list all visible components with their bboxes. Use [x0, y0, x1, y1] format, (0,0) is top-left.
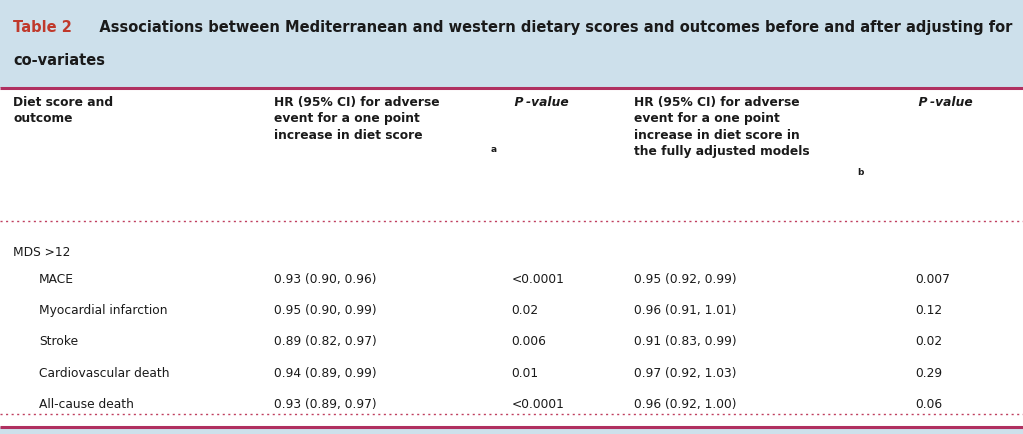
Text: 0.95 (0.92, 0.99): 0.95 (0.92, 0.99) — [634, 272, 737, 285]
Text: P -value: P -value — [512, 95, 568, 108]
Text: 0.94 (0.89, 0.99): 0.94 (0.89, 0.99) — [274, 366, 376, 379]
Text: P -value: P -value — [916, 95, 972, 108]
Text: 0.29: 0.29 — [916, 366, 943, 379]
Text: 0.95 (0.90, 0.99): 0.95 (0.90, 0.99) — [274, 303, 376, 316]
Text: HR (95% CI) for adverse
event for a one point
increase in diet score: HR (95% CI) for adverse event for a one … — [274, 95, 440, 141]
Text: Table 2: Table 2 — [13, 20, 73, 34]
Text: 0.01: 0.01 — [512, 366, 539, 379]
Text: 0.93 (0.89, 0.97): 0.93 (0.89, 0.97) — [274, 397, 376, 410]
Text: 0.97 (0.92, 1.03): 0.97 (0.92, 1.03) — [634, 366, 737, 379]
Text: 0.12: 0.12 — [916, 303, 943, 316]
Bar — [0, 89, 1023, 427]
Text: 0.96 (0.92, 1.00): 0.96 (0.92, 1.00) — [634, 397, 737, 410]
Text: 0.006: 0.006 — [512, 335, 546, 348]
Text: MACE: MACE — [39, 272, 74, 285]
Text: b: b — [857, 168, 863, 177]
Text: a: a — [491, 145, 497, 154]
Text: co-variates: co-variates — [13, 53, 105, 68]
Text: 0.96 (0.91, 1.01): 0.96 (0.91, 1.01) — [634, 303, 737, 316]
Text: <0.0001: <0.0001 — [512, 272, 565, 285]
Text: 0.91 (0.83, 0.99): 0.91 (0.83, 0.99) — [634, 335, 737, 348]
Text: 0.89 (0.82, 0.97): 0.89 (0.82, 0.97) — [274, 335, 376, 348]
Text: 0.02: 0.02 — [512, 303, 539, 316]
Text: All-cause death: All-cause death — [39, 397, 134, 410]
Text: Diet score and
outcome: Diet score and outcome — [13, 95, 114, 125]
Text: HR (95% CI) for adverse
event for a one point
increase in diet score in
the full: HR (95% CI) for adverse event for a one … — [634, 95, 810, 158]
Text: <0.0001: <0.0001 — [512, 397, 565, 410]
Text: 0.02: 0.02 — [916, 335, 943, 348]
Text: MDS >12: MDS >12 — [13, 245, 71, 258]
Text: 0.93 (0.90, 0.96): 0.93 (0.90, 0.96) — [274, 272, 376, 285]
Text: 0.06: 0.06 — [916, 397, 943, 410]
Text: 0.007: 0.007 — [916, 272, 950, 285]
Text: Associations between Mediterranean and western dietary scores and outcomes befor: Associations between Mediterranean and w… — [84, 20, 1013, 34]
Text: Cardiovascular death: Cardiovascular death — [39, 366, 170, 379]
Text: Myocardial infarction: Myocardial infarction — [39, 303, 168, 316]
Text: Stroke: Stroke — [39, 335, 78, 348]
